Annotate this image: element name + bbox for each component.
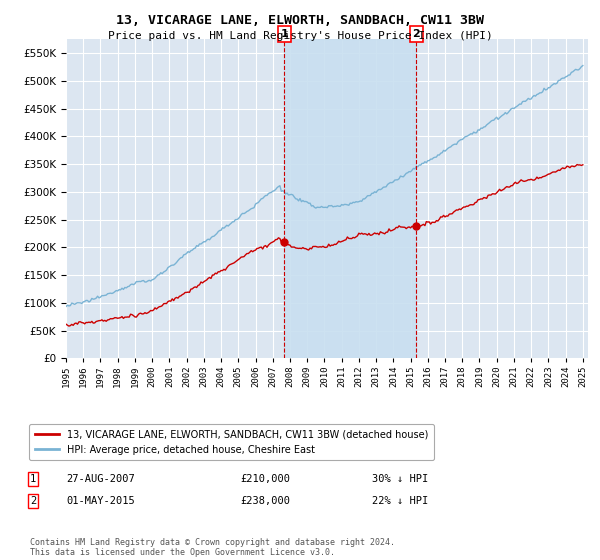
Text: 22% ↓ HPI: 22% ↓ HPI bbox=[372, 496, 428, 506]
Bar bbox=[284, 39, 416, 358]
Text: Contains HM Land Registry data © Crown copyright and database right 2024.
This d: Contains HM Land Registry data © Crown c… bbox=[30, 538, 395, 557]
Text: Price paid vs. HM Land Registry's House Price Index (HPI): Price paid vs. HM Land Registry's House … bbox=[107, 31, 493, 41]
Text: 27-AUG-2007: 27-AUG-2007 bbox=[66, 474, 135, 484]
Text: £238,000: £238,000 bbox=[240, 496, 290, 506]
Text: £210,000: £210,000 bbox=[240, 474, 290, 484]
Text: 01-MAY-2015: 01-MAY-2015 bbox=[66, 496, 135, 506]
Text: 1: 1 bbox=[280, 29, 288, 39]
Text: 1: 1 bbox=[30, 474, 36, 484]
Legend: 13, VICARAGE LANE, ELWORTH, SANDBACH, CW11 3BW (detached house), HPI: Average pr: 13, VICARAGE LANE, ELWORTH, SANDBACH, CW… bbox=[29, 424, 434, 460]
Text: 13, VICARAGE LANE, ELWORTH, SANDBACH, CW11 3BW: 13, VICARAGE LANE, ELWORTH, SANDBACH, CW… bbox=[116, 14, 484, 27]
Text: 2: 2 bbox=[30, 496, 36, 506]
Text: 2: 2 bbox=[412, 29, 420, 39]
Text: 30% ↓ HPI: 30% ↓ HPI bbox=[372, 474, 428, 484]
